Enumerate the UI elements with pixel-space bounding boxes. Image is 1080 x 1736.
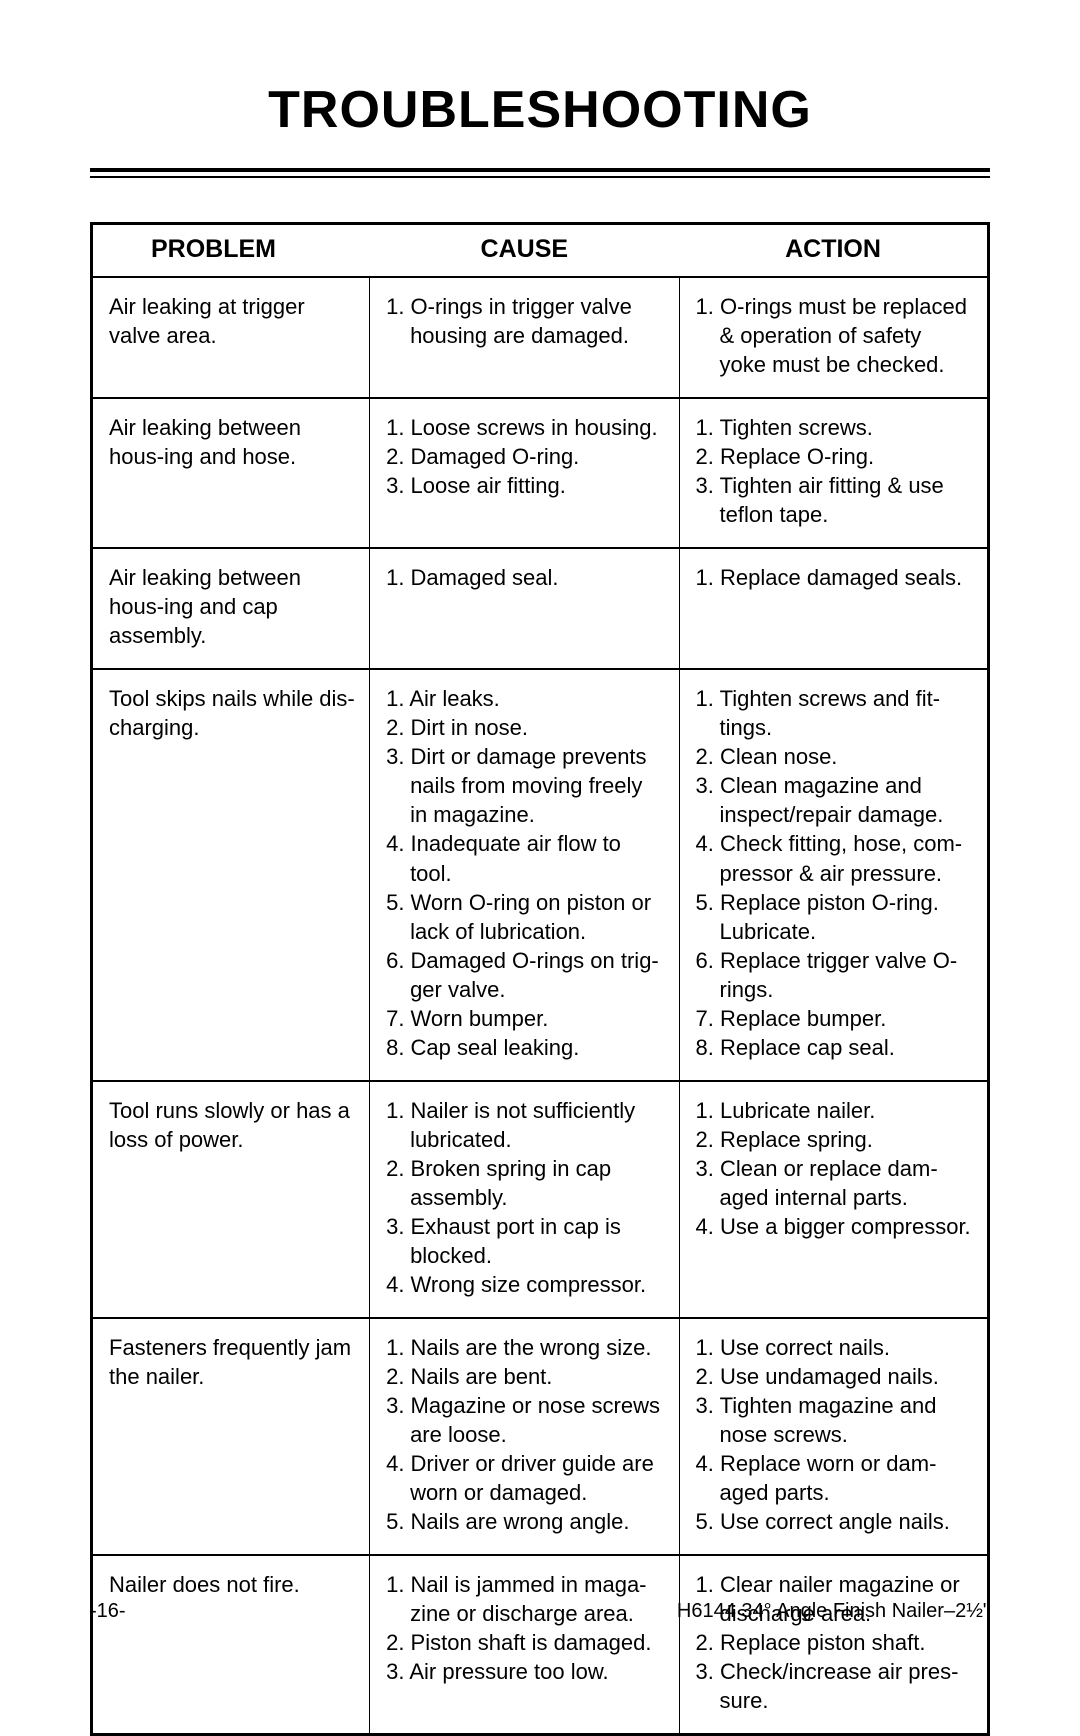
list-item: Damaged O-ring. bbox=[386, 442, 662, 471]
cell-action: O-rings must be replaced & operation of … bbox=[679, 277, 988, 398]
list-item: Tighten magazine and nose screws. bbox=[696, 1391, 971, 1449]
list-item: Replace spring. bbox=[696, 1125, 971, 1154]
list-item: Check/increase air pres-sure. bbox=[696, 1657, 971, 1715]
table-row: Air leaking at trigger valve area. O-ring… bbox=[92, 277, 989, 398]
list-item: Clean or replace dam-aged internal parts… bbox=[696, 1154, 971, 1212]
list-item: Tighten air fitting & use teflon tape. bbox=[696, 471, 971, 529]
list-item: Dirt in nose. bbox=[386, 713, 662, 742]
cell-problem: Tool skips nails while dis-charging. bbox=[92, 669, 370, 1080]
table-row: Nailer does not fire.Nail is jammed in m… bbox=[92, 1555, 989, 1735]
list-item: Tighten screws. bbox=[696, 413, 971, 442]
cell-problem: Air leaking between hous-ing and hose. bbox=[92, 398, 370, 548]
list-item: Replace damaged seals. bbox=[696, 563, 971, 592]
list-item: Use correct angle nails. bbox=[696, 1507, 971, 1536]
list-item: Replace trigger valve O-rings. bbox=[696, 946, 971, 1004]
list-item: Piston shaft is damaged. bbox=[386, 1628, 662, 1657]
list-item: Replace bumper. bbox=[696, 1004, 971, 1033]
doc-id: H6144 34° Angle Finish Nailer–2½" bbox=[677, 1600, 990, 1623]
list-item: Nailer is not sufficiently lubricated. bbox=[386, 1096, 662, 1154]
list-item: Damaged seal. bbox=[386, 563, 662, 592]
list-item: Loose air fitting. bbox=[386, 471, 662, 500]
list-item: Loose screws in housing. bbox=[386, 413, 662, 442]
list-item: Damaged O-rings on trig-ger valve. bbox=[386, 946, 662, 1004]
page-number: -16- bbox=[90, 1600, 126, 1623]
list-item: Clean nose. bbox=[696, 742, 971, 771]
cell-cause: Loose screws in housing.Damaged O-ring.L… bbox=[370, 398, 679, 548]
cell-cause: Nail is jammed in maga-zine or discharge… bbox=[370, 1555, 679, 1735]
cell-action: Use correct nails.Use undamaged nails.Ti… bbox=[679, 1318, 988, 1555]
list-item: Wrong size compressor. bbox=[386, 1270, 662, 1299]
cell-cause: Air leaks.Dirt in nose.Dirt or damage pr… bbox=[370, 669, 679, 1080]
list-item: Nails are bent. bbox=[386, 1362, 662, 1391]
list-item: Air pressure too low. bbox=[386, 1657, 662, 1686]
col-header-problem: PROBLEM bbox=[92, 224, 370, 278]
list-item: Tighten screws and fit-tings. bbox=[696, 684, 971, 742]
cell-action: Tighten screws.Replace O-ring.Tighten ai… bbox=[679, 398, 988, 548]
cell-problem: Air leaking at trigger valve area. bbox=[92, 277, 370, 398]
cell-action: Lubricate nailer.Replace spring.Clean or… bbox=[679, 1081, 988, 1318]
table-row: Air leaking between hous-ing and cap ass… bbox=[92, 548, 989, 669]
cell-problem: Air leaking between hous-ing and cap ass… bbox=[92, 548, 370, 669]
list-item: Inadequate air flow to tool. bbox=[386, 829, 662, 887]
cell-problem: Tool runs slowly or has a loss of power. bbox=[92, 1081, 370, 1318]
list-item: Replace piston shaft. bbox=[696, 1628, 971, 1657]
list-item: O-rings in trigger valve housing are dam… bbox=[386, 292, 662, 350]
cell-action: Clear nailer magazine or discharge area.… bbox=[679, 1555, 988, 1735]
cell-cause: Nailer is not sufficiently lubricated.Br… bbox=[370, 1081, 679, 1318]
list-item: Driver or driver guide are worn or damag… bbox=[386, 1449, 662, 1507]
list-item: Use correct nails. bbox=[696, 1333, 971, 1362]
cell-action: Replace damaged seals. bbox=[679, 548, 988, 669]
list-item: Use a bigger compressor. bbox=[696, 1212, 971, 1241]
cell-problem: Fasteners frequently jam the nailer. bbox=[92, 1318, 370, 1555]
table-row: Tool runs slowly or has a loss of power.… bbox=[92, 1081, 989, 1318]
table-header-row: PROBLEM CAUSE ACTION bbox=[92, 224, 989, 278]
cell-problem: Nailer does not fire. bbox=[92, 1555, 370, 1735]
list-item: Air leaks. bbox=[386, 684, 662, 713]
troubleshooting-table: PROBLEM CAUSE ACTION Air leaking at trig… bbox=[90, 222, 990, 1736]
list-item: Worn O-ring on piston or lack of lubrica… bbox=[386, 888, 662, 946]
rule-thick bbox=[90, 168, 990, 172]
list-item: Nails are the wrong size. bbox=[386, 1333, 662, 1362]
list-item: Clean magazine and inspect/repair damage… bbox=[696, 771, 971, 829]
list-item: Use undamaged nails. bbox=[696, 1362, 971, 1391]
list-item: O-rings must be replaced & operation of … bbox=[696, 292, 971, 379]
list-item: Replace O-ring. bbox=[696, 442, 971, 471]
list-item: Magazine or nose screws are loose. bbox=[386, 1391, 662, 1449]
list-item: Check fitting, hose, com-pressor & air p… bbox=[696, 829, 971, 887]
list-item: Cap seal leaking. bbox=[386, 1033, 662, 1062]
list-item: Nails are wrong angle. bbox=[386, 1507, 662, 1536]
footer: -16- H6144 34° Angle Finish Nailer–2½" bbox=[90, 1600, 990, 1623]
col-header-action: ACTION bbox=[679, 224, 988, 278]
cell-cause: Damaged seal. bbox=[370, 548, 679, 669]
list-item: Replace worn or dam-aged parts. bbox=[696, 1449, 971, 1507]
table-row: Fasteners frequently jam the nailer.Nail… bbox=[92, 1318, 989, 1555]
col-header-cause: CAUSE bbox=[370, 224, 679, 278]
cell-cause: O-rings in trigger valve housing are dam… bbox=[370, 277, 679, 398]
list-item: Lubricate nailer. bbox=[696, 1096, 971, 1125]
table-row: Tool skips nails while dis-charging.Air … bbox=[92, 669, 989, 1080]
list-item: Replace piston O-ring. Lubricate. bbox=[696, 888, 971, 946]
cell-cause: Nails are the wrong size.Nails are bent.… bbox=[370, 1318, 679, 1555]
list-item: Worn bumper. bbox=[386, 1004, 662, 1033]
list-item: Exhaust port in cap is blocked. bbox=[386, 1212, 662, 1270]
cell-action: Tighten screws and fit-tings.Clean nose.… bbox=[679, 669, 988, 1080]
list-item: Broken spring in cap assembly. bbox=[386, 1154, 662, 1212]
list-item: Replace cap seal. bbox=[696, 1033, 971, 1062]
list-item: Dirt or damage prevents nails from movin… bbox=[386, 742, 662, 829]
page-title: TROUBLESHOOTING bbox=[90, 80, 990, 140]
table-row: Air leaking between hous-ing and hose.Lo… bbox=[92, 398, 989, 548]
rule-thin bbox=[90, 176, 990, 178]
